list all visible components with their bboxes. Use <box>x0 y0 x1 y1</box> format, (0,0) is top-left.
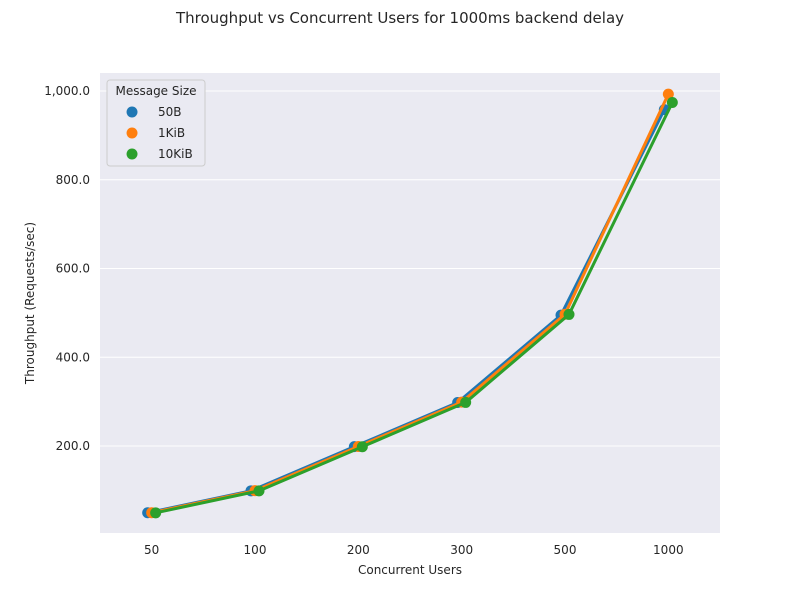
series-layer <box>142 88 678 519</box>
legend: Message Size 50B 1KiB 10KiB <box>106 79 206 167</box>
legend-title: Message Size <box>115 84 196 98</box>
data-point <box>356 441 368 453</box>
y-tick-label: 600.0 <box>56 262 90 276</box>
y-tick-label: 200.0 <box>56 439 90 453</box>
data-point <box>253 485 265 497</box>
legend-marker-1kib <box>126 127 138 139</box>
x-axis-label: Concurrent Users <box>358 563 462 577</box>
x-tick-label: 500 <box>554 543 577 557</box>
grid <box>100 90 720 447</box>
legend-label-1kib: 1KiB <box>158 126 185 140</box>
legend-marker-50b <box>126 106 138 118</box>
y-tick-label: 400.0 <box>56 350 90 364</box>
data-point <box>150 507 162 519</box>
data-point <box>662 88 674 100</box>
y-tick-label: 800.0 <box>56 173 90 187</box>
x-tick-label: 1000 <box>653 543 684 557</box>
legend-label-50b: 50B <box>158 105 182 119</box>
y-axis: 200.0 400.0 600.0 800.0 1,000.0 <box>44 84 90 453</box>
x-axis: 50 100 200 300 500 1000 <box>144 543 684 557</box>
x-tick-label: 200 <box>347 543 370 557</box>
data-point <box>563 308 575 320</box>
legend-marker-10kib <box>126 148 138 160</box>
chart-title: Throughput vs Concurrent Users for 1000m… <box>175 9 624 27</box>
data-point <box>666 97 678 109</box>
series-line <box>154 101 674 515</box>
y-axis-label: Throughput (Requests/sec) <box>23 222 37 385</box>
series-10kib <box>150 97 678 519</box>
y-tick-label: 1,000.0 <box>44 84 90 98</box>
legend-label-10kib: 10KiB <box>158 147 193 161</box>
data-point <box>460 396 472 408</box>
x-tick-label: 300 <box>450 543 473 557</box>
x-tick-label: 50 <box>144 543 159 557</box>
legend-box <box>106 79 206 167</box>
x-tick-label: 100 <box>244 543 267 557</box>
